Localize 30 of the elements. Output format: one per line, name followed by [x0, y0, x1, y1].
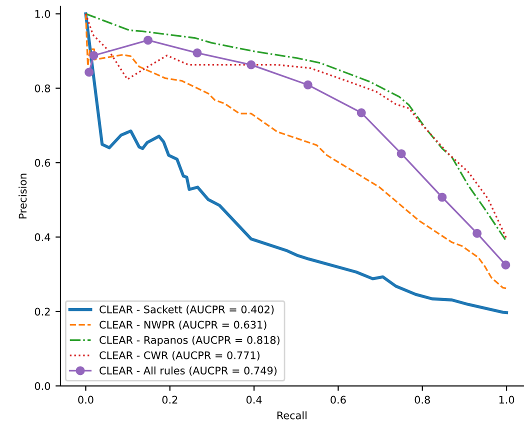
point [501, 260, 510, 270]
point [246, 60, 256, 70]
y-tick-label: 0.4 [34, 233, 50, 242]
x-tick-label: 0.2 [162, 396, 178, 404]
point [89, 50, 98, 60]
y-axis-title: Precision [18, 174, 27, 218]
legend-label: CLEAR - NWPR (AUCPR = 0.631) [100, 320, 266, 330]
y-tick-label: 0.6 [34, 158, 50, 167]
x-tick-label: 0.6 [330, 396, 346, 404]
legend-label: CLEAR - All rules (AUCPR = 0.749) [100, 366, 277, 376]
x-tick-label: 0.4 [246, 396, 262, 404]
legend-label: CLEAR - CWR (AUCPR = 0.771) [100, 351, 260, 360]
x-tick-label: 0.0 [78, 396, 94, 404]
legend-label: CLEAR - Sackett (AUCPR = 0.402) [100, 305, 274, 315]
point [396, 149, 406, 158]
point [192, 48, 202, 58]
y-tick-label: 0.0 [34, 382, 50, 390]
y-tick-label: 0.2 [34, 308, 50, 316]
legend-label: CLEAR - Rapanos (AUCPR = 0.818) [100, 336, 280, 346]
point [84, 68, 94, 77]
x-axis-title: Recall [277, 411, 306, 420]
point [472, 228, 482, 238]
y-tick-label: 1.0 [35, 10, 50, 18]
point [303, 80, 312, 90]
point [144, 36, 153, 45]
x-tick-label: 1.0 [499, 396, 514, 404]
point [356, 108, 366, 118]
x-tick-label: 0.8 [414, 396, 430, 404]
point [438, 192, 447, 202]
y-tick-label: 0.8 [34, 84, 50, 92]
